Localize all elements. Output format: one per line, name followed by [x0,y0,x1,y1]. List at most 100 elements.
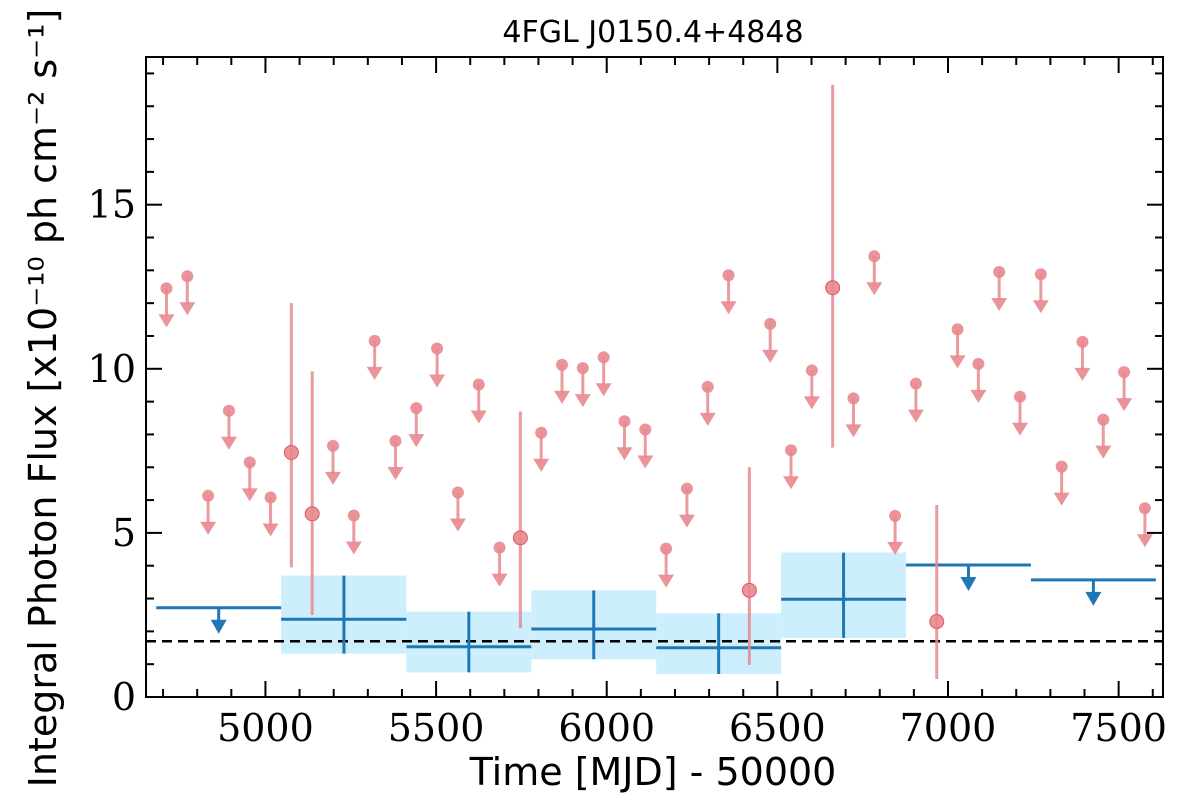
short-bin-upper-limit-point [639,423,652,436]
short-bin-upper-limit-arrow [470,410,487,424]
x-tick-label: 7000 [900,706,997,750]
short-bin-upper-limit-point [243,456,256,469]
short-bin-upper-limit-point [805,364,818,377]
short-bin-upper-limit-point [722,269,735,282]
short-bin-upper-limit-point [785,444,798,457]
short-bin-upper-limit-arrow [1012,422,1029,436]
short-bin-point [283,444,299,460]
short-bin-upper-limit-point [368,334,381,347]
short-bin-upper-limit-point [993,265,1006,278]
short-bin-upper-limit-point [868,250,881,263]
short-bin-upper-limit-arrow [1116,398,1133,412]
short-bin-upper-limit-arrow [658,574,675,588]
plot-frame [145,56,1164,698]
short-bin-upper-limit-point [493,541,506,554]
y-tick-label: 0 [112,675,136,719]
short-bin-upper-limit-point [181,270,194,283]
short-bin-upper-limit-point [389,435,402,447]
short-bin-upper-limit-point [701,380,714,393]
short-bin-upper-limit-arrow [907,409,924,423]
short-bin-upper-limit-arrow [220,436,237,450]
short-bin-upper-limit-point [160,282,173,295]
short-bin-upper-limit-point [1138,502,1151,515]
short-bin-upper-limit-point [222,404,235,417]
x-tick-label: 6500 [729,706,826,750]
short-bin-point [304,506,320,522]
short-bin-upper-limit-arrow [449,518,466,532]
chart-title: 4FGL J0150.4+4848 [502,15,803,50]
short-bin-upper-limit-point [1076,335,1089,348]
short-bin-upper-limit-arrow [158,314,175,328]
short-bin-upper-limit-arrow [241,488,258,502]
short-bin-upper-limit-point [472,378,485,391]
short-bin-upper-limit-point [410,402,423,415]
short-bin-upper-limit-arrow [887,541,904,555]
short-bin-upper-limit-arrow [595,383,612,397]
y-tick-label: 10 [88,347,136,391]
short-bin-upper-limit-arrow [574,394,591,408]
short-bin-upper-limit-arrow [200,521,217,535]
short-bin-upper-limit-arrow [179,302,196,316]
short-bin-upper-limit-arrow [991,297,1008,311]
short-bin-point [741,582,757,598]
short-bin-upper-limit-arrow [803,396,820,410]
long-bin-upper-limit-arrow [960,577,977,592]
tick-labels: 5000 5500 6000 6500 7000 7500 0 5 10 15 [88,183,1167,750]
short-bin-upper-limit-point [889,509,902,522]
short-bin-upper-limit-arrow [616,447,633,461]
short-bin-upper-limit-point [556,358,569,371]
short-bin-point [512,530,528,546]
short-bin-upper-limit-point [618,415,631,428]
short-bin-upper-limit-arrow [429,374,446,388]
short-bin-upper-limit-point [347,509,360,522]
x-tick-label: 7500 [1070,706,1167,750]
short-bin-upper-limit-point [972,357,985,370]
short-bin-upper-limit-arrow [866,282,883,296]
short-bin-upper-limit-point [1118,366,1131,379]
short-bin-upper-limit-arrow [1074,367,1091,381]
short-bin-upper-limit-point [1097,413,1110,426]
short-bin-upper-limit-arrow [408,434,425,448]
short-bin-upper-limit-arrow [637,455,654,469]
short-bin-upper-limit-point [535,426,548,439]
short-bin-upper-limit-arrow [366,366,383,380]
short-bin-upper-limit-arrow [533,458,550,472]
y-tick-label: 15 [88,183,136,227]
short-bin-upper-limit-arrow [1053,492,1070,506]
short-bin-upper-limit-point [847,392,860,405]
long-bin-upper-limit-arrow [210,619,227,634]
short-bin-upper-limit-point [951,323,964,336]
short-bin-upper-limit-point [451,486,464,499]
short-bin-upper-limit-point [264,491,277,504]
short-bin-upper-limit-arrow [1136,534,1153,548]
short-bin-upper-limit-point [1014,390,1027,403]
x-tick-label: 6000 [558,706,655,750]
short-bin-upper-limit-arrow [491,573,508,587]
y-axis-label: Integral Photon Flux [x10⁻¹⁰ ph cm⁻² s⁻¹… [21,9,65,788]
short-bin-upper-limit-arrow [762,349,779,363]
x-axis-label: Time [MJD] - 50000 [469,750,837,794]
short-bin-upper-limit-arrow [345,541,362,555]
short-bin-series [158,84,1153,679]
short-bin-upper-limit-point [1034,268,1047,281]
short-bin-upper-limit-point [327,439,340,452]
short-bin-upper-limit-arrow [949,355,966,369]
short-bin-upper-limit-arrow [720,301,737,315]
x-tick-label: 5000 [217,706,314,750]
short-bin-upper-limit-point [597,351,610,364]
short-bin-upper-limit-point [1055,460,1068,473]
short-bin-upper-limit-point [680,482,693,495]
long-bin-series [156,552,1156,675]
short-bin-point [929,614,945,630]
short-bin-upper-limit-arrow [554,390,571,404]
long-bin-upper-limit-arrow [1085,591,1102,606]
short-bin-upper-limit-point [202,489,215,502]
short-bin-point [825,280,841,296]
short-bin-upper-limit-point [909,377,922,390]
short-bin-upper-limit-arrow [325,471,342,485]
short-bin-upper-limit-point [431,342,444,355]
short-bin-upper-limit-arrow [970,389,987,403]
short-bin-upper-limit-point [764,317,777,330]
